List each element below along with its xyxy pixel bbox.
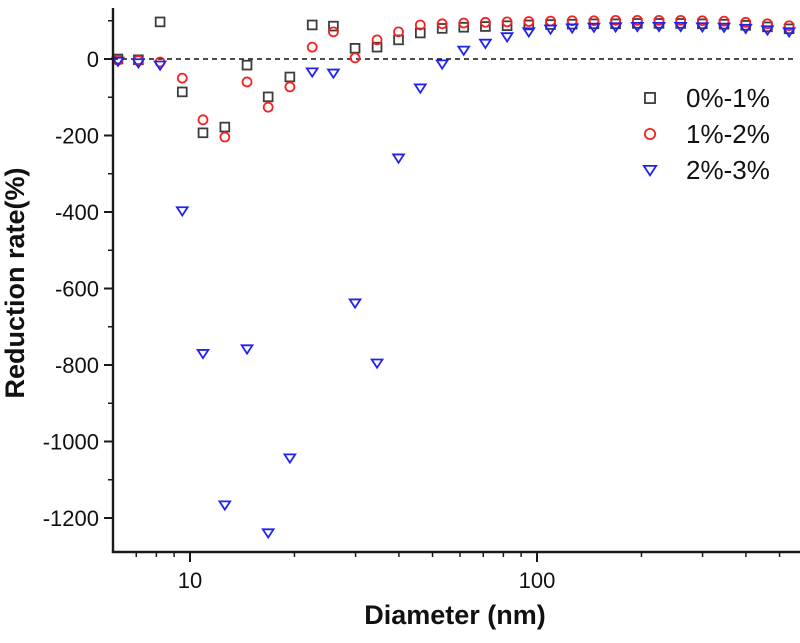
legend-marker-triangle-down-icon	[642, 164, 658, 177]
y-axis-title: Reduction rate(%)	[0, 167, 30, 398]
y-tick-label: -600	[55, 277, 99, 302]
legend-marker-square-icon	[644, 92, 656, 104]
legend-marker-circle-icon	[643, 127, 657, 141]
x-tick-label: 100	[519, 568, 556, 593]
y-tick-label: 0	[87, 47, 99, 72]
y-tick-label: -1200	[43, 506, 99, 531]
y-tick-label: -200	[55, 124, 99, 149]
legend: 0%-1% 1%-2% 2%-3%	[640, 80, 770, 188]
legend-item: 1%-2%	[640, 116, 770, 152]
legend-label: 2%-3%	[686, 154, 770, 185]
legend-item: 2%-3%	[640, 152, 770, 188]
y-tick-label: -1000	[43, 430, 99, 455]
series-triangle-down	[110, 21, 797, 540]
legend-label: 1%-2%	[686, 118, 770, 149]
legend-item: 0%-1%	[640, 80, 770, 116]
legend-label: 0%-1%	[686, 82, 770, 113]
x-axis-title: Diameter (nm)	[364, 600, 546, 630]
y-tick-label: -400	[55, 200, 99, 225]
x-tick-label: 10	[178, 568, 202, 593]
y-tick-label: -800	[55, 353, 99, 378]
